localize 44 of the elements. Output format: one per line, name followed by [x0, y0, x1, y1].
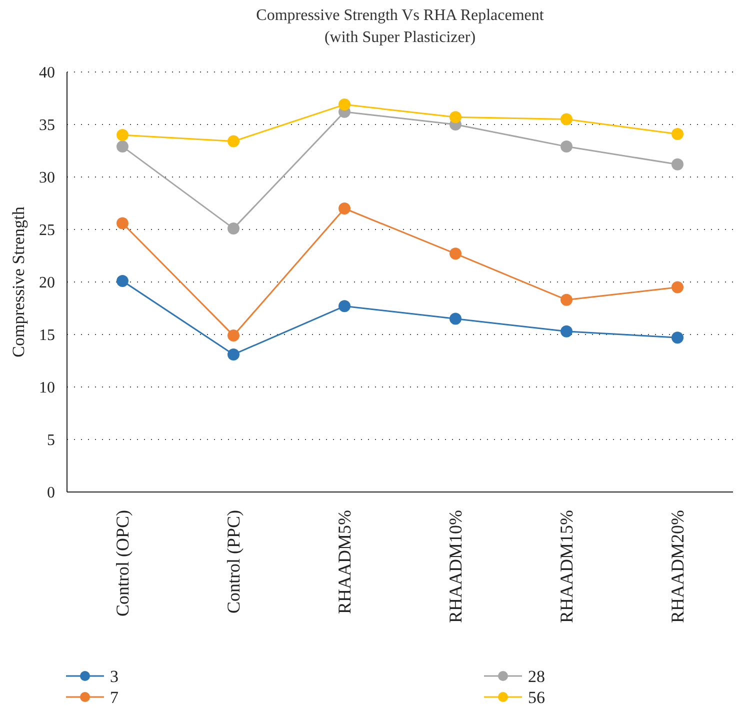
point [116, 274, 128, 287]
y-tick-label: 20 [39, 274, 55, 292]
y-axis-title: Compressive Strength [9, 206, 28, 358]
y-tick-label: 10 [39, 380, 55, 397]
point [450, 248, 462, 260]
point [116, 129, 128, 141]
legend-label: 3 [110, 666, 118, 686]
point [228, 222, 240, 234]
point [228, 330, 240, 342]
x-tick-label: RHAADM15% [556, 510, 576, 624]
legend-label: 7 [110, 688, 119, 707]
y-tick-label: 40 [39, 64, 55, 82]
legend-label: 56 [528, 688, 545, 707]
point [560, 294, 572, 306]
point [560, 140, 572, 153]
y-tick-label: 25 [39, 222, 55, 240]
point [338, 300, 350, 312]
point [560, 113, 572, 126]
point [560, 325, 572, 338]
y-tick-label: 35 [39, 117, 55, 134]
y-tick-label: 15 [39, 327, 55, 344]
legend-label: 28 [528, 666, 545, 686]
x-tick-label: Control (OPC) [112, 510, 132, 617]
x-tick-label: RHAADM10% [446, 510, 466, 624]
point [450, 111, 462, 124]
point [116, 217, 128, 230]
point [228, 348, 240, 360]
x-tick-label: Control (PPC) [224, 510, 244, 614]
point [672, 128, 684, 140]
point [338, 98, 350, 111]
chart-title: Compressive Strength Vs RHA Replacement [256, 7, 544, 24]
x-tick-label: RHAADM20% [668, 510, 688, 624]
point [672, 281, 684, 294]
point [338, 202, 350, 214]
y-tick-label: 5 [47, 432, 55, 450]
point [228, 135, 240, 148]
point [672, 332, 684, 344]
point [116, 140, 128, 153]
chart-subtitle: (with Super Plasticizer) [324, 29, 476, 46]
point [450, 312, 462, 325]
y-tick-label: 30 [39, 170, 55, 187]
point [672, 158, 684, 170]
y-tick-label: 0 [47, 484, 55, 502]
x-tick-label: RHAADM5% [334, 510, 354, 614]
